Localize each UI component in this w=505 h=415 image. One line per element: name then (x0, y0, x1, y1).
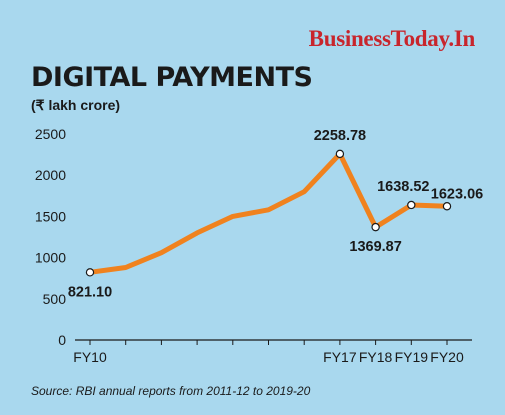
y-tick-label: 1500 (35, 208, 66, 224)
data-point-marker (85, 268, 95, 277)
data-label: 1638.52 (377, 179, 429, 195)
x-tick-label: FY18 (359, 349, 393, 365)
x-tick-label: FY20 (430, 349, 464, 365)
data-point-marker (371, 222, 380, 232)
y-tick-label: 1000 (35, 250, 66, 266)
source-note: Source: RBI annual reports from 2011-12 … (31, 384, 311, 398)
y-tick-label: 500 (43, 291, 67, 307)
data-label: 1369.87 (349, 239, 401, 255)
brand-logo: BusinessToday.In (308, 26, 476, 51)
data-point-marker (442, 202, 452, 211)
y-axis-ticks: 0 500 1000 1500 2000 2500 (35, 126, 66, 348)
point-group (85, 149, 452, 277)
series-line (87, 151, 450, 275)
data-label: 821.10 (68, 284, 112, 300)
x-tick-label: FY17 (323, 349, 357, 365)
x-axis-ticks: FY10 FY17 FY18 FY19 FY20 (73, 340, 464, 365)
y-tick-label: 2000 (35, 167, 66, 183)
y-tick-label: 0 (58, 332, 66, 348)
data-label: 2258.78 (314, 128, 366, 144)
data-label-group: 821.10 2258.78 1369.87 1638.52 1623.06 (68, 128, 483, 300)
x-tick-label: FY10 (73, 349, 107, 365)
x-tick-label: FY19 (395, 349, 429, 365)
y-tick-label: 2500 (35, 126, 66, 142)
chart-title: DIGITAL PAYMENTS (31, 62, 313, 93)
data-point-marker (407, 200, 416, 210)
series-group (87, 151, 450, 275)
data-point-marker (335, 149, 345, 159)
chart-unit-label: (₹ lakh crore) (31, 97, 121, 113)
data-label: 1623.06 (431, 186, 483, 202)
